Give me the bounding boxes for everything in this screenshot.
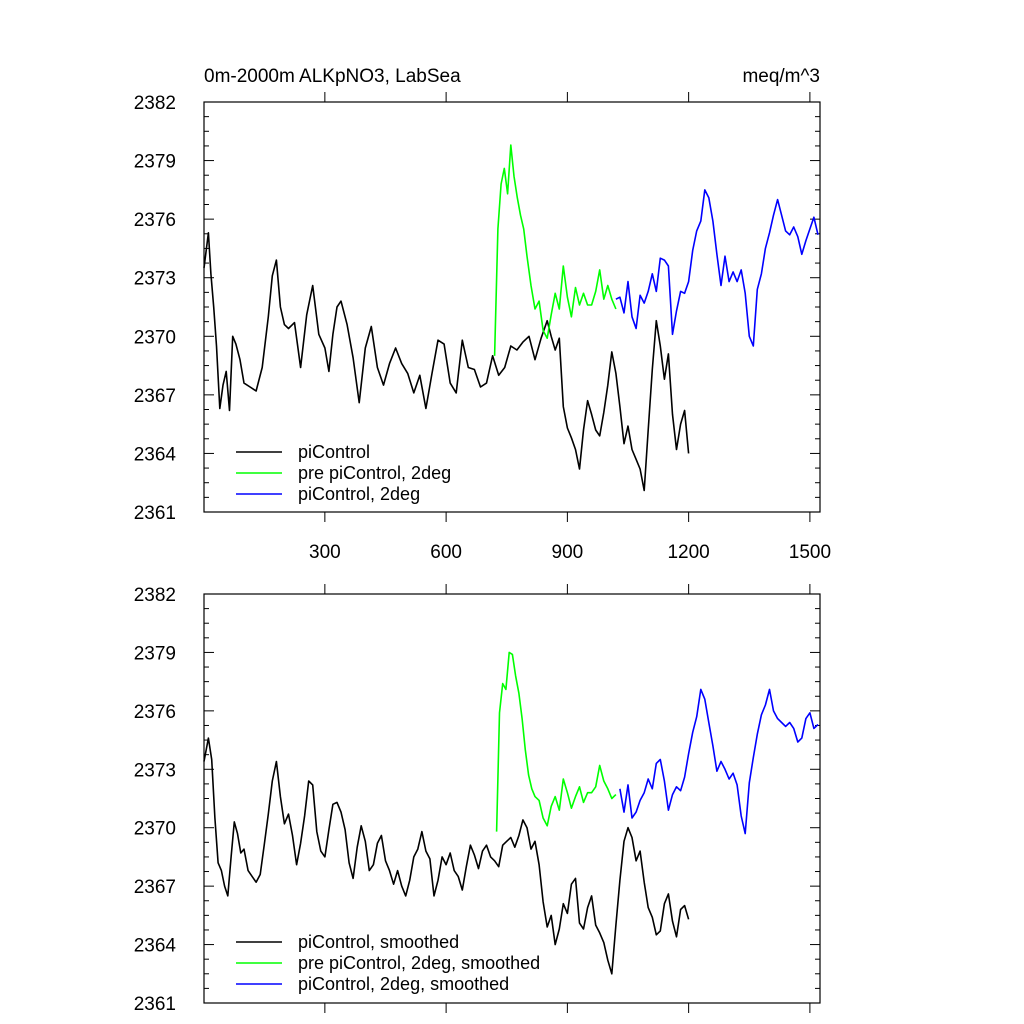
y-tick-label: 2379 bbox=[134, 643, 176, 664]
y-tick-label: 2376 bbox=[134, 702, 176, 723]
top-panel: 2361 2364 2367 2370 2373 2376 2379 2382 300 600 90… bbox=[134, 66, 831, 563]
y-tick-label: 2379 bbox=[134, 152, 176, 173]
x-tick-label: 600 bbox=[430, 542, 462, 563]
series-line-picontrol-smoothed bbox=[203, 737, 690, 975]
series-line-picontrol bbox=[203, 232, 690, 492]
legend-label: piControl, 2deg bbox=[298, 484, 420, 504]
legend-label: piControl, 2deg, smoothed bbox=[298, 974, 509, 994]
y-tick-label: 2367 bbox=[134, 386, 176, 407]
units-label: meq/m^3 bbox=[742, 66, 820, 87]
series-line-pre-picontrol-2deg-smoothed bbox=[495, 651, 617, 832]
y-tick-label: 2373 bbox=[134, 269, 176, 290]
y-tick-label: 2361 bbox=[134, 994, 176, 1015]
y-tick-label: 2367 bbox=[134, 877, 176, 898]
x-tick-label: 1200 bbox=[667, 542, 709, 563]
y-tick-label: 2382 bbox=[134, 93, 176, 114]
y-tick-label: 2376 bbox=[134, 210, 176, 231]
legend-label: pre piControl, 2deg bbox=[298, 463, 451, 483]
series-line-pre-picontrol-2deg bbox=[493, 144, 617, 356]
x-tick-label: 300 bbox=[309, 542, 341, 563]
legend-label: piControl, smoothed bbox=[298, 932, 459, 952]
x-tick-label: 1500 bbox=[789, 542, 831, 563]
bottom-panel: 2361 2364 2367 2370 2373 2376 2379 2382 piContro… bbox=[134, 584, 821, 1015]
chart-title: 0m-2000m ALKpNO3, LabSea bbox=[204, 66, 461, 87]
y-tick-label: 2370 bbox=[134, 819, 176, 840]
y-tick-label: 2364 bbox=[134, 936, 177, 957]
y-tick-label: 2370 bbox=[134, 327, 176, 348]
series-line-picontrol-2deg-smoothed bbox=[619, 688, 819, 835]
legend-label: piControl bbox=[298, 442, 370, 462]
y-tick-label: 2361 bbox=[134, 503, 176, 524]
x-tick-label: 900 bbox=[552, 542, 584, 563]
series-line-picontrol-2deg bbox=[615, 189, 819, 347]
legend-label: pre piControl, 2deg, smoothed bbox=[298, 953, 540, 973]
y-tick-label: 2364 bbox=[134, 444, 177, 465]
y-tick-label: 2382 bbox=[134, 585, 176, 606]
y-tick-label: 2373 bbox=[134, 760, 176, 781]
